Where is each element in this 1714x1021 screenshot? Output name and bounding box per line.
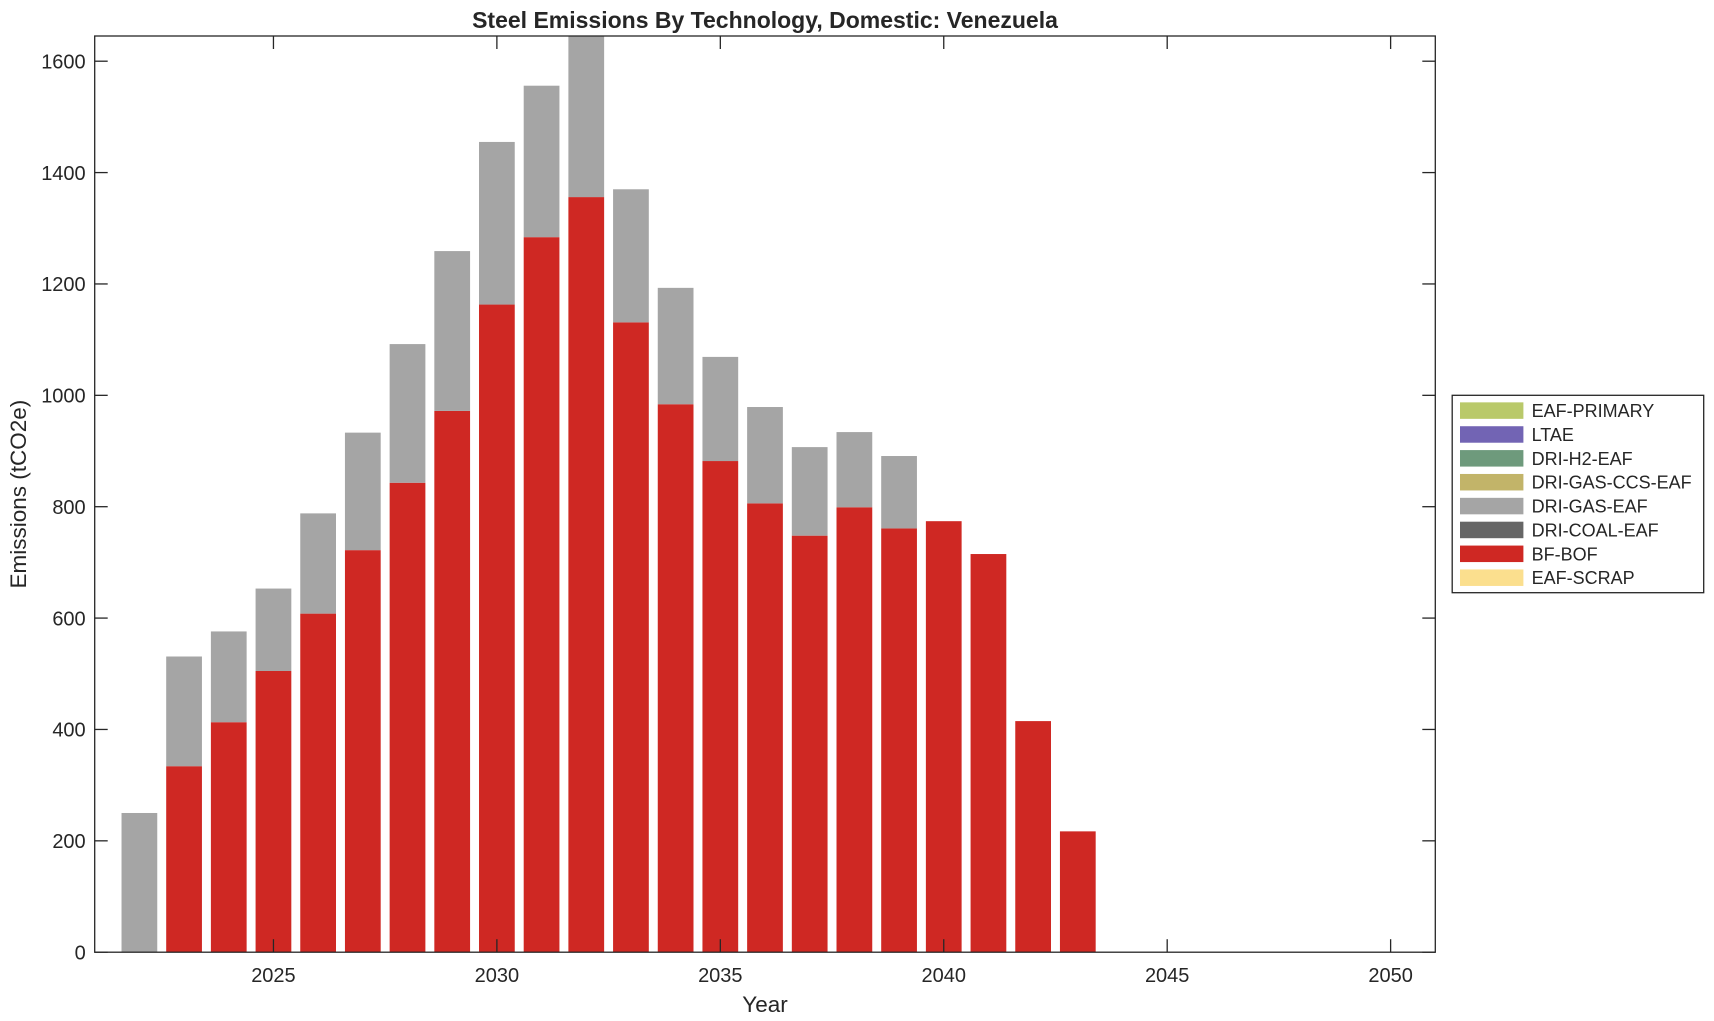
svg-text:1000: 1000 [41,386,86,408]
svg-text:800: 800 [52,497,85,519]
svg-text:0: 0 [75,942,86,964]
svg-text:DRI-GAS-CCS-EAF: DRI-GAS-CCS-EAF [1532,473,1692,493]
svg-text:2050: 2050 [1368,965,1413,987]
svg-text:EAF-PRIMARY: EAF-PRIMARY [1532,401,1655,421]
svg-text:DRI-GAS-EAF: DRI-GAS-EAF [1532,497,1648,517]
svg-text:2030: 2030 [475,965,520,987]
svg-text:2025: 2025 [251,965,296,987]
svg-text:600: 600 [52,608,85,630]
svg-text:Emissions (tCO2e): Emissions (tCO2e) [6,400,31,589]
svg-text:Steel Emissions By Technology,: Steel Emissions By Technology, Domestic:… [472,7,1058,33]
svg-text:200: 200 [52,831,85,853]
svg-text:1200: 1200 [41,274,86,296]
svg-text:2035: 2035 [698,965,743,987]
svg-text:400: 400 [52,720,85,742]
svg-text:1600: 1600 [41,51,86,73]
svg-text:1400: 1400 [41,163,86,185]
svg-text:LTAE: LTAE [1532,425,1574,445]
svg-text:2045: 2045 [1145,965,1190,987]
svg-text:DRI-H2-EAF: DRI-H2-EAF [1532,449,1633,469]
svg-text:DRI-COAL-EAF: DRI-COAL-EAF [1532,520,1659,540]
svg-text:Year: Year [742,992,788,1017]
svg-text:EAF-SCRAP: EAF-SCRAP [1532,568,1635,588]
svg-text:2040: 2040 [922,965,967,987]
svg-text:BF-BOF: BF-BOF [1532,544,1598,564]
